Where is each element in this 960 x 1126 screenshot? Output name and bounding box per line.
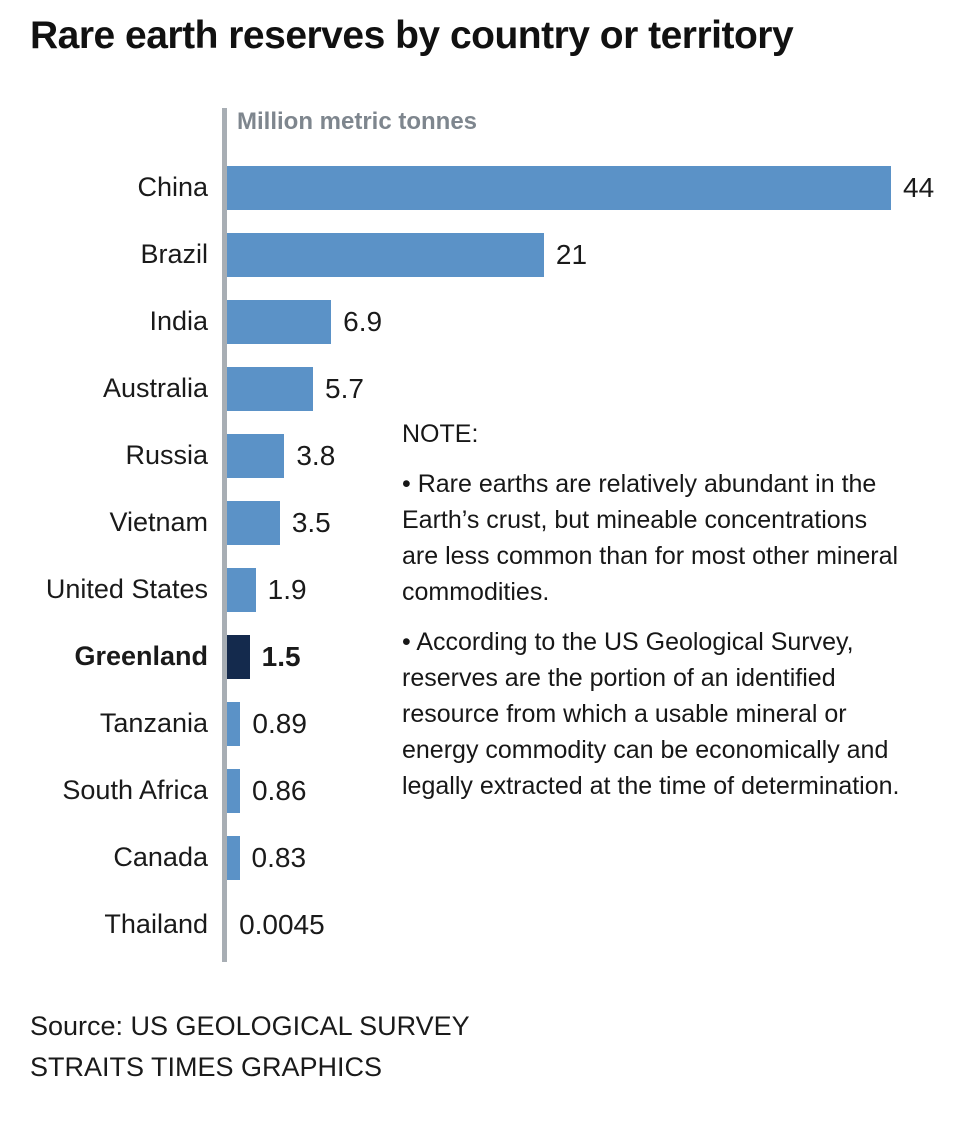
bar-track: 0.83 [222,835,940,880]
bar-track: 3.5 [222,500,940,545]
bar [227,165,891,210]
chart-row: Greenland 1.5 [30,623,940,690]
bar-track: 0.89 [222,701,940,746]
note-bullet-1-text: Rare earths are relatively abundant in t… [402,470,899,606]
bar [227,500,280,545]
bar-track: 1.5 [222,634,940,679]
chart-row: Thailand 0.0045 [30,891,940,958]
bar-track: 1.9 [222,567,940,612]
chart-rows: China 44 Brazil 21 India 6.9 Australia 5… [30,154,940,958]
chart-row: United States 1.9 [30,556,940,623]
chart-row: India 6.9 [30,288,940,355]
source-line-1: Source: US GEOLOGICAL SURVEY [30,1011,470,1041]
category-label: Greenland [74,641,208,671]
category-label: Russia [125,440,208,470]
note-bullet-2-text: According to the US Geological Survey, r… [402,628,900,800]
chart-row: Brazil 21 [30,221,940,288]
value-label: 3.8 [296,439,336,471]
y-axis-line [222,108,227,962]
value-label: 21 [555,238,588,270]
value-label: 1.5 [261,640,301,672]
note-block: NOTE: • Rare earths are relatively abund… [402,416,907,818]
value-label: 5.7 [325,372,364,404]
source-block: Source: US GEOLOGICAL SURVEY STRAITS TIM… [30,1006,470,1088]
category-label: Thailand [104,909,208,939]
page-title: Rare earth reserves by country or territ… [30,14,794,57]
value-label: 6.9 [343,305,383,337]
chart-row: Tanzania 0.89 [30,690,940,757]
chart-row: Australia 5.7 [30,355,940,422]
category-label: Canada [113,842,208,872]
bar-track: 6.9 [222,299,940,344]
chart-row: Russia 3.8 [30,422,940,489]
bar [227,232,544,277]
category-label: Vietnam [109,507,208,537]
bar [227,634,250,679]
category-label: Tanzania [99,708,208,738]
value-label: 0.83 [251,841,307,873]
note-heading: NOTE: [402,420,479,448]
bar [227,299,332,344]
value-label: 0.89 [252,707,307,739]
bar [227,768,240,813]
source-line-2: STRAITS TIMES GRAPHICS [30,1052,383,1082]
value-label: 0.0045 [239,908,325,940]
note-bullet-2: • According to the US Geological Survey,… [402,624,907,804]
bar-track: 3.8 [222,433,940,478]
bar-track: 44 [222,165,940,210]
bar-track: 21 [222,232,940,277]
category-label: South Africa [62,775,208,805]
chart-row: China 44 [30,154,940,221]
category-label: India [149,306,208,336]
bar-track: 0.0045 [222,902,940,947]
note-bullet-1: • Rare earths are relatively abundant in… [402,466,907,610]
category-label: Australia [102,373,208,403]
bar [227,433,285,478]
bar [227,567,256,612]
chart-row: South Africa 0.86 [30,757,940,824]
chart-row: Canada 0.83 [30,824,940,891]
bar [227,701,241,746]
chart-row: Vietnam 3.5 [30,489,940,556]
value-label: 44 [903,171,935,203]
category-label: United States [45,574,208,604]
category-label: Brazil [140,239,208,269]
bullet-glyph: • [402,470,411,498]
bar [227,835,240,880]
bar-track: 5.7 [222,366,940,411]
value-label: 1.9 [267,573,307,605]
bar [227,366,314,411]
bar-track: 0.86 [222,768,940,813]
category-label: China [137,172,208,202]
value-label: 3.5 [291,506,331,538]
value-label: 0.86 [251,774,307,806]
bullet-glyph: • [402,628,411,656]
bar-chart: Million metric tonnes China 44 Brazil 21… [30,108,940,962]
axis-unit-label: Million metric tonnes [237,108,478,135]
